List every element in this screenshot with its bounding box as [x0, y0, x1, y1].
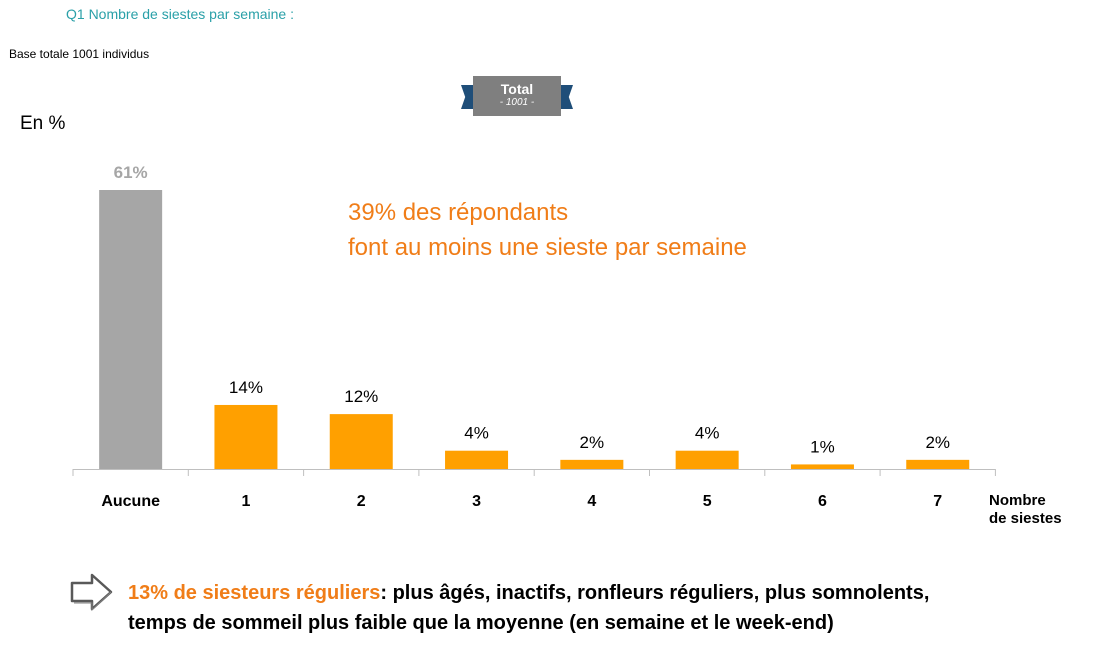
bar-3 [445, 450, 509, 469]
annotation-line-2: font au moins une sieste par semaine [348, 234, 747, 261]
annotation-line-1: 39% des répondants [348, 199, 569, 226]
total-badge-box: Total - 1001 - [473, 76, 561, 116]
x-tick-label: 7 [933, 493, 942, 510]
total-badge-subtitle: - 1001 - [499, 97, 535, 108]
data-label: 1% [810, 437, 835, 456]
y-unit-label: En % [20, 113, 66, 134]
bar-2 [329, 414, 393, 469]
bar-chart: 61% Aucune 14% 1 12% 2 4% 3 2% 4 4% 5 1% 6 2% 7 Nombrede… [72, 163, 1062, 527]
footer-summary: 13% de siesteurs réguliers: plus âgés, i… [128, 578, 1093, 638]
x-tick-label: 2 [357, 493, 366, 510]
bar-Aucune [99, 190, 163, 469]
x-tick-label: 6 [818, 493, 827, 510]
bar-4 [560, 459, 624, 469]
total-badge: Total - 1001 - [459, 76, 575, 116]
data-label: 14% [229, 378, 263, 397]
ribbon-left-icon [461, 85, 473, 109]
arrow-right-icon [70, 573, 113, 612]
x-tick-label: 3 [472, 493, 481, 510]
bar-7 [906, 459, 970, 469]
bar-5 [675, 450, 739, 469]
chart-annotation: 39% des répondants font au moins une sie… [348, 195, 747, 265]
data-label: 2% [580, 433, 605, 452]
bar-6 [790, 464, 854, 469]
question-title: Q1 Nombre de siestes par semaine : [66, 6, 294, 22]
footer-line-1: 13% de siesteurs réguliers: plus âgés, i… [128, 578, 1093, 608]
x-tick-label: 1 [241, 493, 250, 510]
footer-rest-line-1: : plus âgés, inactifs, ronfleurs régulie… [380, 582, 930, 604]
ribbon-right-icon [561, 85, 573, 109]
footer-line-2: temps de sommeil plus faible que la moye… [128, 612, 834, 634]
data-label: 12% [344, 387, 378, 406]
data-label: 2% [925, 433, 950, 452]
total-badge-title: Total [500, 81, 534, 97]
data-label: 4% [464, 424, 489, 443]
x-axis-title-line-2: de siestes [989, 510, 1062, 527]
bar-1 [214, 404, 278, 469]
x-tick-label: 5 [703, 493, 712, 510]
x-axis-title-line-1: Nombre [989, 492, 1046, 509]
base-note: Base totale 1001 individus [9, 47, 150, 61]
data-label: 4% [695, 424, 720, 443]
footer-highlight: 13% de siesteurs réguliers [128, 582, 381, 604]
x-tick-label: 4 [587, 493, 596, 510]
data-label: 61% [114, 163, 148, 182]
x-tick-label: Aucune [101, 493, 160, 510]
